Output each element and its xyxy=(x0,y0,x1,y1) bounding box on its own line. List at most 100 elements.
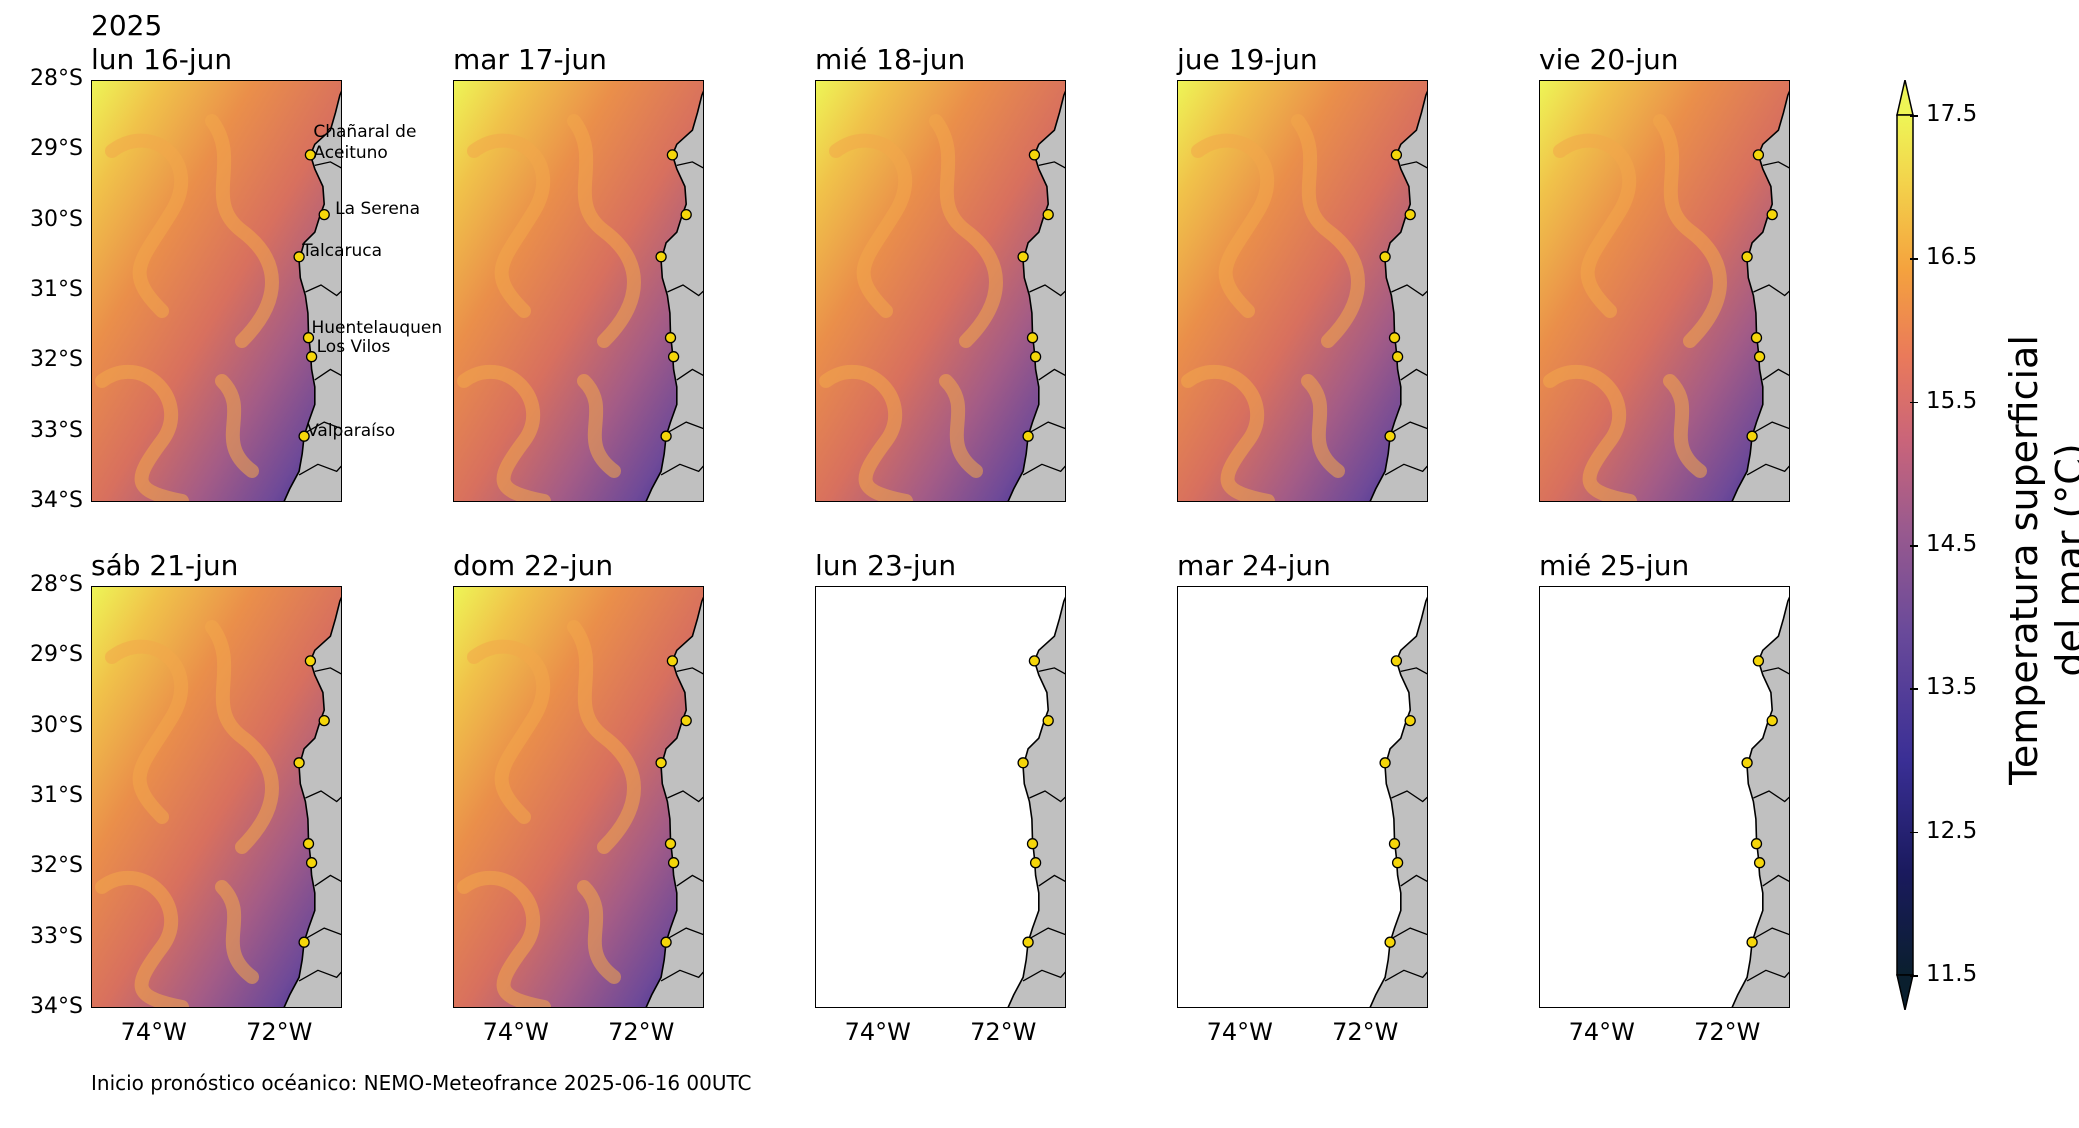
city-marker xyxy=(1028,149,1041,161)
sst-eddy xyxy=(95,364,189,501)
region-border xyxy=(1753,790,1789,803)
city-marker xyxy=(1026,838,1039,850)
sst-field xyxy=(454,81,703,501)
city-marker xyxy=(304,655,317,667)
colorbar-tick-label: 16.5 xyxy=(1926,244,1978,271)
city-marker xyxy=(293,251,305,263)
map-svg xyxy=(1540,81,1789,501)
colorbar-tick-label: 17.5 xyxy=(1926,101,1978,127)
city-marker xyxy=(1746,430,1758,442)
lon-tick-label: 72°W xyxy=(970,1018,1037,1046)
sst-eddy xyxy=(1301,374,1345,478)
city-marker xyxy=(1388,332,1401,344)
map-svg xyxy=(1178,81,1427,501)
region-border xyxy=(298,463,341,476)
city-marker xyxy=(1404,208,1416,221)
lon-tick-label: 72°W xyxy=(1332,1018,1399,1046)
sst-map-panel xyxy=(815,80,1066,502)
region-border xyxy=(1746,463,1789,476)
land-chile xyxy=(1007,596,1065,1007)
region-border xyxy=(314,874,341,887)
colorbar-tick-label: 13.5 xyxy=(1926,674,1978,701)
sst-eddy xyxy=(1663,374,1707,478)
region-border xyxy=(1400,368,1427,381)
city-marker xyxy=(1752,655,1765,667)
lon-tick-label: 74°W xyxy=(482,1018,549,1046)
city-marker xyxy=(1042,208,1054,221)
colorbar-title-line1: Temperatura superficial xyxy=(2002,335,2046,785)
lon-tick-label: 72°W xyxy=(246,1018,313,1046)
city-marker xyxy=(1029,857,1042,869)
region-border xyxy=(1762,874,1789,887)
region-border xyxy=(314,161,341,169)
sst-field xyxy=(816,81,1065,501)
region-border xyxy=(1029,421,1065,434)
land-chile xyxy=(283,90,341,501)
region-border xyxy=(1391,790,1427,803)
land-chile xyxy=(1731,596,1789,1007)
region-border xyxy=(1753,421,1789,434)
sst-field xyxy=(454,587,703,1007)
region-border xyxy=(305,790,341,803)
lat-tick-label: 33°S xyxy=(30,923,83,949)
lat-tick-label: 34°S xyxy=(30,994,83,1019)
panel-title: vie 20-jun xyxy=(1539,43,1679,76)
lat-tick-label: 30°S xyxy=(30,206,83,232)
sst-eddy xyxy=(1291,114,1365,348)
city-marker xyxy=(664,838,677,850)
lat-tick-label: 32°S xyxy=(30,853,83,879)
region-border xyxy=(1400,667,1427,675)
city-marker xyxy=(1753,857,1766,869)
region-border xyxy=(1029,284,1065,297)
sst-map-panel xyxy=(1539,80,1790,502)
city-label: La Serena xyxy=(335,198,420,219)
lat-tick-label: 33°S xyxy=(30,417,83,443)
city-marker xyxy=(318,208,330,221)
sst-eddy xyxy=(467,133,551,318)
sst-eddy xyxy=(929,114,1003,348)
sst-eddy xyxy=(95,870,189,1007)
sst-eddy xyxy=(567,114,641,348)
city-marker xyxy=(655,251,667,263)
region-border xyxy=(660,463,703,476)
city-marker xyxy=(1022,936,1034,948)
sst-map-panel xyxy=(1539,586,1790,1008)
region-border xyxy=(1038,161,1065,169)
colorbar-tick-label: 14.5 xyxy=(1926,531,1978,557)
sst-eddy xyxy=(215,880,259,984)
land-chile xyxy=(645,596,703,1007)
region-border xyxy=(660,969,703,982)
sst-field xyxy=(1540,81,1789,501)
sst-map-panel xyxy=(815,586,1066,1008)
sst-eddy xyxy=(577,880,621,984)
city-marker xyxy=(305,857,318,869)
sst-eddy xyxy=(567,620,641,854)
city-label: Chañaral de Aceituno xyxy=(313,121,417,163)
city-marker xyxy=(1388,838,1401,850)
city-marker xyxy=(298,936,310,948)
region-border xyxy=(305,421,341,434)
lat-tick-label: 32°S xyxy=(30,347,83,373)
colorbar-tick-mark xyxy=(1910,115,1918,117)
lon-tick-label: 74°W xyxy=(120,1018,187,1046)
sst-eddy xyxy=(105,639,189,824)
city-marker xyxy=(1766,208,1778,221)
map-svg xyxy=(92,81,341,501)
region-border xyxy=(1391,421,1427,434)
city-marker xyxy=(1752,149,1765,161)
region-border xyxy=(1022,463,1065,476)
region-border xyxy=(676,161,703,169)
colorbar-tick-mark xyxy=(1910,831,1918,834)
panel-title: lun 23-jun xyxy=(815,549,957,582)
city-label: Talcaruca xyxy=(302,240,383,261)
region-border xyxy=(1391,284,1427,297)
sst-field xyxy=(92,587,341,1007)
region-border xyxy=(305,284,341,297)
region-border xyxy=(1746,969,1789,982)
colorbar-tick-label: 11.5 xyxy=(1926,961,1978,987)
sst-eddy xyxy=(1653,114,1727,348)
city-marker xyxy=(1753,351,1766,363)
sst-eddy xyxy=(1191,133,1275,318)
lon-tick-label: 72°W xyxy=(608,1018,675,1046)
lat-tick-label: 28°S xyxy=(30,66,83,91)
